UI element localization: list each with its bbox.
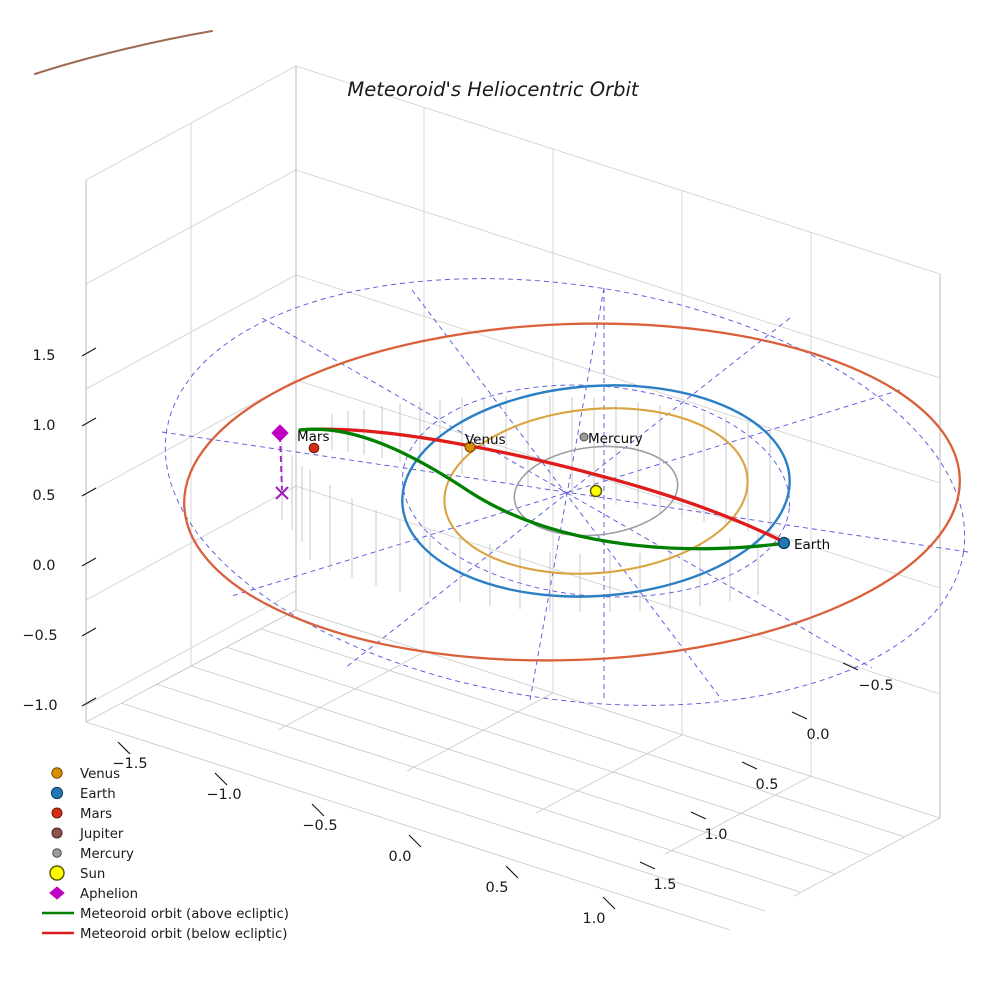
legend-marker-sun — [49, 865, 65, 881]
z-tick-4: −0.5 — [22, 628, 57, 644]
axis-x: −1.5 −1.0 −0.5 0.0 0.5 1.0 — [112, 741, 616, 927]
ecliptic-reference-grid — [161, 278, 969, 706]
y-tick-3: 1.0 — [704, 827, 727, 843]
annotation-mercury: Mercury — [588, 431, 643, 447]
meteoroid-orbit-below-ecliptic — [298, 427, 788, 545]
annotation-mars: Mars — [297, 429, 330, 445]
body-venus — [464, 441, 476, 453]
y-tick-2: 0.5 — [755, 777, 778, 793]
legend-marker-mars — [51, 807, 63, 819]
z-tick-2: 0.5 — [32, 488, 55, 504]
body-mercury — [579, 432, 589, 442]
meteoroid-orbit-above-ecliptic — [298, 427, 788, 551]
x-tick-5: 1.0 — [582, 911, 605, 927]
pane-right-wall — [295, 65, 941, 776]
annotation-earth: Earth — [794, 537, 830, 553]
aphelion-dropline — [279, 435, 283, 491]
legend-marker-jupiter — [51, 827, 63, 839]
legend-marker-earth — [50, 786, 64, 800]
legend-label-meteoroid-below: Meteoroid orbit (below ecliptic) — [80, 927, 288, 942]
axis-y: −0.5 0.0 0.5 1.0 1.5 — [639, 662, 894, 893]
legend-marker-aphelion — [49, 886, 65, 900]
y-tick-4: 1.5 — [653, 877, 676, 893]
legend-label-mars: Mars — [80, 807, 112, 822]
legend-label-aphelion: Aphelion — [80, 887, 138, 902]
x-tick-4: 0.5 — [485, 880, 508, 896]
legend-label-meteoroid-above: Meteoroid orbit (above ecliptic) — [80, 907, 289, 922]
orbit-earth — [401, 384, 791, 598]
x-tick-0: −1.5 — [112, 756, 147, 772]
x-tick-2: −0.5 — [302, 818, 337, 834]
body-earth — [777, 536, 791, 550]
legend: Venus Earth Mars Jupiter Mercury Sun Aph… — [42, 767, 289, 942]
legend-marker-venus — [51, 767, 63, 779]
z-tick-3: 0.0 — [32, 558, 55, 574]
pane-left-wall — [85, 65, 297, 722]
legend-label-jupiter: Jupiter — [79, 827, 124, 842]
body-mars — [308, 442, 320, 454]
aphelion-group — [271, 424, 289, 500]
z-tick-0: 1.5 — [32, 348, 55, 364]
axis-z: 1.5 1.0 0.5 0.0 −0.5 −1.0 — [22, 347, 97, 714]
legend-label-venus: Venus — [80, 767, 120, 782]
orbit-jupiter — [34, 30, 213, 75]
y-tick-0: −0.5 — [858, 678, 893, 694]
pane-floor — [85, 609, 941, 931]
orbit-mercury — [513, 445, 679, 537]
legend-marker-mercury — [52, 848, 62, 858]
aphelion-marker — [271, 424, 289, 442]
x-tick-3: 0.0 — [388, 849, 411, 865]
orbit-venus — [443, 407, 749, 575]
y-tick-1: 0.0 — [806, 727, 829, 743]
z-tick-5: −1.0 — [22, 698, 57, 714]
legend-label-sun: Sun — [80, 867, 105, 882]
legend-label-earth: Earth — [80, 787, 116, 802]
aphelion-projection-x-icon — [275, 486, 289, 500]
page-title: Meteoroid's Heliocentric Orbit — [347, 78, 640, 101]
annotation-venus: Venus — [465, 432, 506, 448]
body-sun — [589, 484, 603, 498]
z-tick-1: 1.0 — [32, 418, 55, 434]
legend-label-mercury: Mercury — [80, 847, 134, 862]
x-tick-1: −1.0 — [206, 787, 241, 803]
orbit-mars — [183, 322, 961, 662]
